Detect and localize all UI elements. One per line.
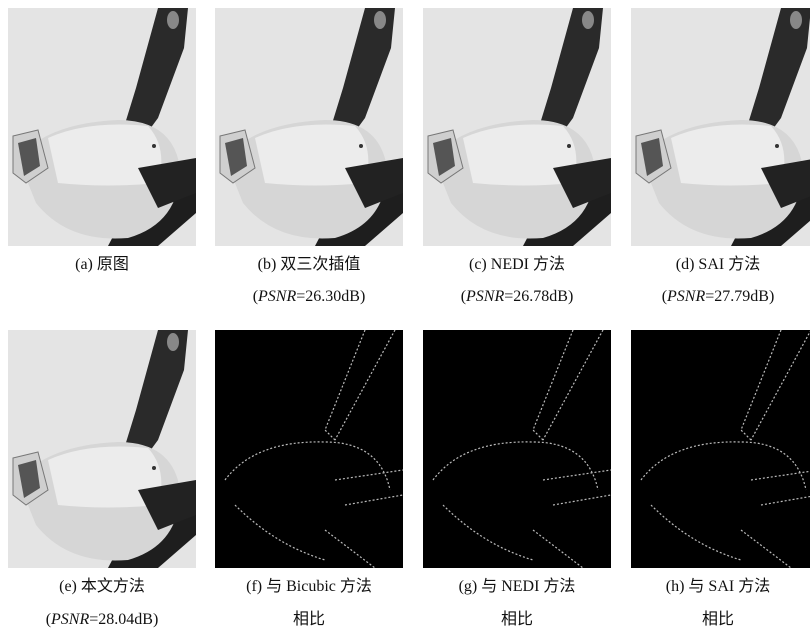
- caption-note: 相比: [626, 610, 810, 630]
- caption: (f) 与 Bicubic 方法: [215, 577, 403, 597]
- psnr: (PSNR=26.30dB): [215, 287, 403, 307]
- photo-d: [631, 8, 810, 246]
- photo-c: [423, 8, 611, 246]
- text: PSNR: [51, 611, 89, 628]
- text: =28.04dB): [89, 611, 158, 628]
- caption: (a) 原图: [8, 255, 196, 275]
- diff-f: [215, 330, 403, 568]
- photo-e: [8, 330, 196, 568]
- caption: (g) 与 NEDI 方法: [423, 577, 611, 597]
- text: PSNR: [466, 288, 504, 305]
- photo-a: [8, 8, 196, 246]
- text: PSNR: [258, 288, 296, 305]
- diff-h: [631, 330, 810, 568]
- psnr: (PSNR=28.04dB): [8, 610, 196, 630]
- text: =26.78dB): [504, 288, 573, 305]
- caption-note: 相比: [215, 610, 403, 630]
- caption-note: 相比: [423, 610, 611, 630]
- text: =27.79dB): [705, 288, 774, 305]
- diff-g: [423, 330, 611, 568]
- text: PSNR: [667, 288, 705, 305]
- psnr: (PSNR=26.78dB): [423, 287, 611, 307]
- figure-page: (a) 原图 (b) 双三次插值 (PSNR=26.30dB) (c) NEDI…: [0, 0, 810, 644]
- caption: (h) 与 SAI 方法: [626, 577, 810, 597]
- caption: (d) SAI 方法: [626, 255, 810, 275]
- caption: (e) 本文方法: [8, 577, 196, 597]
- text: =26.30dB): [296, 288, 365, 305]
- photo-b: [215, 8, 403, 246]
- caption: (c) NEDI 方法: [423, 255, 611, 275]
- psnr: (PSNR=27.79dB): [626, 287, 810, 307]
- caption: (b) 双三次插值: [215, 255, 403, 275]
